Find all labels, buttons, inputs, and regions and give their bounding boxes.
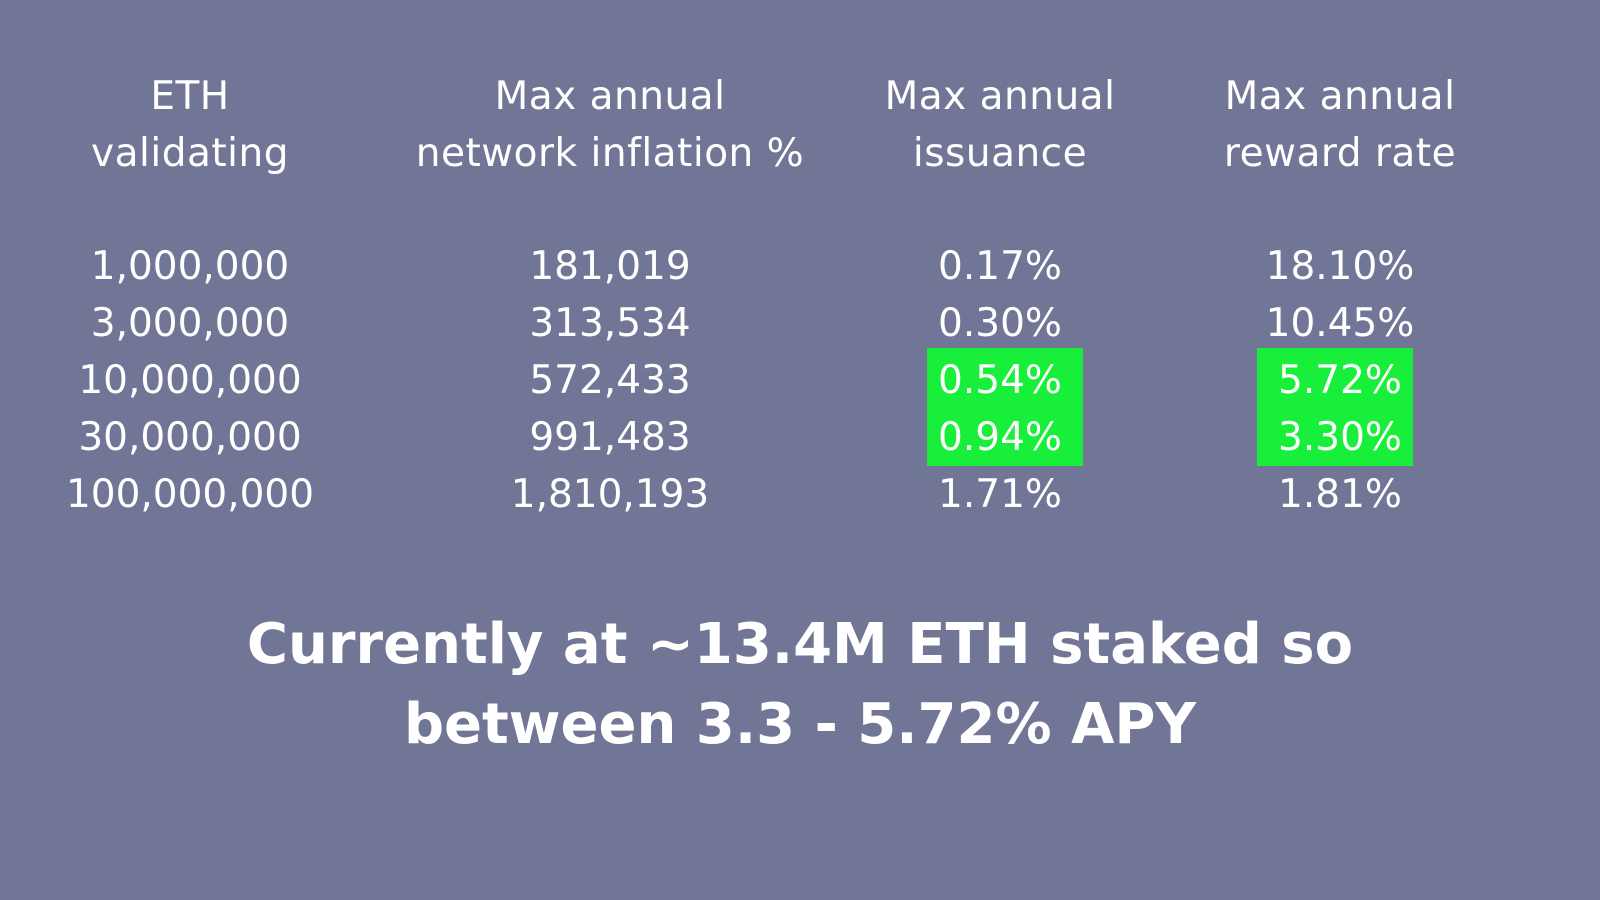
header-eth-validating: ETH validating	[40, 68, 340, 182]
highlight-reward-rate	[1257, 348, 1413, 466]
table-cell: 1,000,000	[90, 244, 290, 289]
table-cell: 1,810,193	[510, 472, 710, 517]
table-cell: 30,000,000	[78, 415, 302, 460]
table-row: 30,000,000 991,483 0.94% 3.30%	[0, 409, 1600, 466]
header-line: Max annual	[494, 74, 726, 119]
header-line: ETH	[150, 74, 230, 119]
header-line: issuance	[912, 131, 1088, 176]
table-row: 10,000,000 572,433 0.54% 5.72%	[0, 352, 1600, 409]
table-cell: 5.72%	[1278, 358, 1402, 403]
header-line: Max annual	[1224, 74, 1456, 119]
table-cell: 3.30%	[1278, 415, 1402, 460]
header-issuance: Max annual issuance	[860, 68, 1140, 182]
table-cell: 1.71%	[938, 472, 1062, 517]
table-row: 3,000,000 313,534 0.30% 10.45%	[0, 295, 1600, 352]
header-reward-rate: Max annual reward rate	[1200, 68, 1480, 182]
table-cell: 991,483	[529, 415, 691, 460]
highlight-issuance	[927, 348, 1083, 466]
table-cell: 1.81%	[1278, 472, 1402, 517]
header-line: validating	[91, 131, 289, 176]
table-cell: 572,433	[529, 358, 691, 403]
table-body: 1,000,000 181,019 0.17% 18.10% 3,000,000…	[0, 238, 1600, 523]
table-cell: 18.10%	[1265, 244, 1415, 289]
header-line: reward rate	[1223, 131, 1457, 176]
table-cell: 313,534	[529, 301, 691, 346]
table-cell: 10.45%	[1265, 301, 1415, 346]
table-cell: 100,000,000	[65, 472, 315, 517]
table-cell: 0.30%	[938, 301, 1062, 346]
table-cell: 0.17%	[938, 244, 1062, 289]
table-cell: 0.54%	[938, 358, 1062, 403]
header-line: network inflation %	[415, 131, 805, 176]
table-cell: 181,019	[529, 244, 691, 289]
table-row: 100,000,000 1,810,193 1.71% 1.81%	[0, 466, 1600, 523]
table-cell: 10,000,000	[78, 358, 302, 403]
summary-line-2: between 3.3 - 5.72% APY	[403, 692, 1197, 757]
table-row: 1,000,000 181,019 0.17% 18.10%	[0, 238, 1600, 295]
header-line: Max annual	[884, 74, 1116, 119]
summary-statement: Currently at ~13.4M ETH staked so betwee…	[0, 605, 1600, 765]
table-cell: 0.94%	[938, 415, 1062, 460]
summary-line-1: Currently at ~13.4M ETH staked so	[246, 612, 1354, 677]
table-cell: 3,000,000	[90, 301, 290, 346]
header-network-inflation: Max annual network inflation %	[400, 68, 820, 182]
